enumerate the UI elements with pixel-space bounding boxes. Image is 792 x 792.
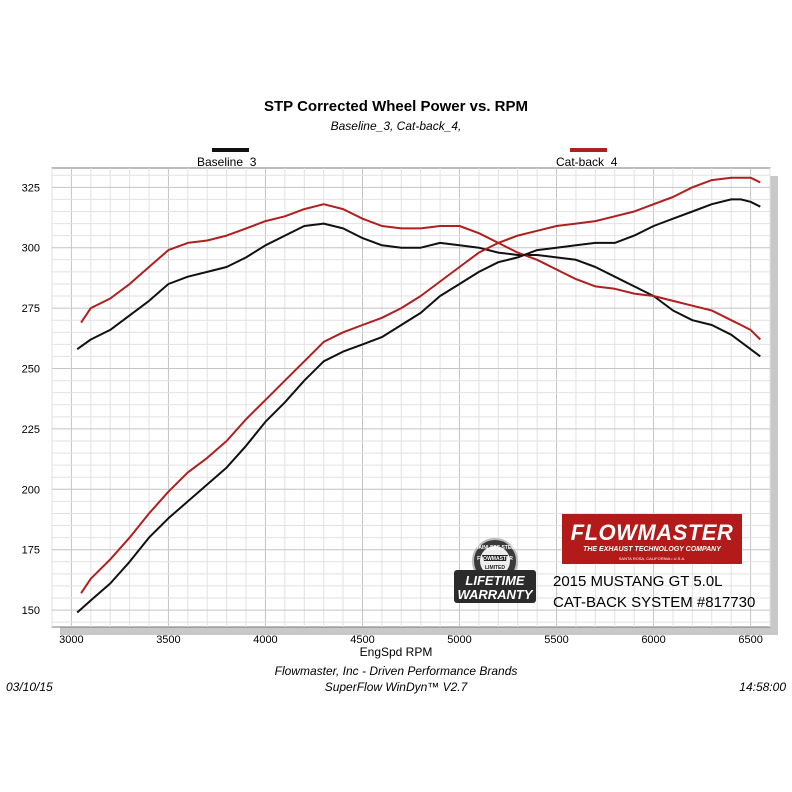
y-tick-label: 150 — [22, 605, 40, 617]
caption-line2: CAT-BACK SYSTEM #817730 — [553, 594, 756, 611]
footer-software: SuperFlow WinDyn™ V2.7 — [324, 680, 468, 694]
legend-label-baseline: Baseline_3 — [197, 155, 257, 169]
y-tick-label: 250 — [22, 364, 40, 376]
brand-location: SANTA ROSA, CALIFORNIA • U.S.A. — [618, 556, 686, 561]
y-tick-label: 300 — [22, 243, 40, 255]
x-tick-label: 5500 — [544, 634, 568, 646]
warranty-badge: STAINLESS STEEL FLOWMASTER LIMITED LIFET… — [454, 538, 536, 603]
brand-name: FLOWMASTER — [570, 520, 734, 545]
x-tick-label: 6000 — [641, 634, 665, 646]
x-tick-label: 3000 — [59, 634, 83, 646]
series-line-cat-back-4-power — [80, 203, 762, 341]
x-tick-label: 4500 — [350, 634, 374, 646]
y-tick-label: 200 — [22, 484, 40, 496]
legend-swatch-catback — [570, 148, 607, 152]
footer-time: 14:58:00 — [739, 680, 786, 694]
badge-top-text: STAINLESS STEEL — [472, 545, 517, 551]
y-tick-label: 225 — [22, 424, 40, 436]
brand-tagline: THE EXHAUST TECHNOLOGY COMPANY — [583, 546, 721, 553]
series-line-baseline-3-torque — [76, 198, 761, 614]
x-tick-label: 4000 — [253, 634, 277, 646]
x-tick-label: 3500 — [156, 634, 180, 646]
vehicle-caption: 2015 MUSTANG GT 5.0L CAT-BACK SYSTEM #81… — [553, 571, 755, 613]
y-tick-label: 325 — [22, 182, 40, 194]
x-tick-label: 6500 — [738, 634, 762, 646]
footer-company: Flowmaster, Inc - Driven Performance Bra… — [274, 664, 518, 678]
tick-group: 3000 3500 4000 4500 5000 5500 6000 6500 150 175 20… — [22, 182, 763, 646]
series-line-baseline-3-power — [76, 222, 761, 358]
badge-line1: LIFETIME — [465, 573, 525, 588]
legend-swatch-baseline — [212, 148, 249, 152]
flowmaster-logo: FLOWMASTER THE EXHAUST TECHNOLOGY COMPAN… — [562, 514, 742, 564]
y-tick-label: 175 — [22, 545, 40, 557]
badge-limited: LIMITED — [485, 565, 505, 571]
series-line-cat-back-4-torque — [80, 176, 761, 594]
y-tick-label: 275 — [22, 303, 40, 315]
chart-subtitle: Baseline_3, Cat-back_4, — [330, 119, 462, 133]
footer-date: 03/10/15 — [6, 680, 53, 694]
chart-title: STP Corrected Wheel Power vs. RPM — [264, 98, 528, 115]
badge-line2: WARRANTY — [457, 587, 533, 602]
series-group — [76, 176, 762, 614]
legend-label-catback: Cat-back_4 — [556, 155, 618, 169]
grid — [51, 168, 771, 627]
caption-line1: 2015 MUSTANG GT 5.0L — [553, 573, 723, 590]
x-axis-label: EngSpd RPM — [359, 645, 433, 659]
badge-brand: FLOWMASTER — [477, 556, 513, 562]
x-tick-label: 5000 — [447, 634, 471, 646]
